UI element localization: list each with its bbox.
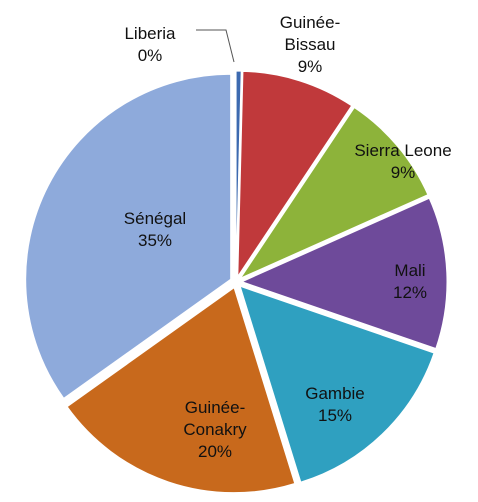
pie-slice — [239, 285, 435, 483]
slice-label: Sierra Leone 9% — [348, 140, 458, 184]
slice-label: Gambie 15% — [280, 383, 390, 427]
pie-slice — [239, 106, 429, 280]
value-label: 20% — [197, 442, 233, 461]
value-label: 9% — [297, 57, 323, 76]
category-label: Sénégal — [123, 209, 187, 228]
pie-slice — [235, 70, 242, 277]
category-label: Guinée-Bissau — [279, 13, 341, 54]
slice-label: Guinée-Conakry 20% — [179, 397, 251, 463]
value-label: 15% — [317, 406, 353, 425]
slice-label: Sénégal 35% — [100, 208, 210, 252]
category-label: Mali — [394, 261, 426, 280]
slice-label: Mali 12% — [355, 260, 465, 304]
category-label: Guinée-Conakry — [183, 398, 247, 439]
category-label: Gambie — [305, 384, 365, 403]
pie-slice — [237, 70, 353, 278]
category-label: Sierra Leone — [354, 141, 452, 160]
pie-slice — [25, 73, 232, 399]
pie-slice — [240, 197, 448, 350]
slice-label: Liberia 0% — [95, 23, 205, 67]
slice-label: Guinée-Bissau 9% — [255, 12, 365, 78]
pie-slice — [66, 286, 296, 494]
category-label: Liberia — [124, 24, 176, 43]
value-label: 9% — [390, 163, 416, 182]
value-label: 12% — [392, 283, 428, 302]
value-label: 35% — [137, 231, 173, 250]
value-label: 0% — [137, 46, 163, 65]
leader-line — [196, 29, 235, 63]
